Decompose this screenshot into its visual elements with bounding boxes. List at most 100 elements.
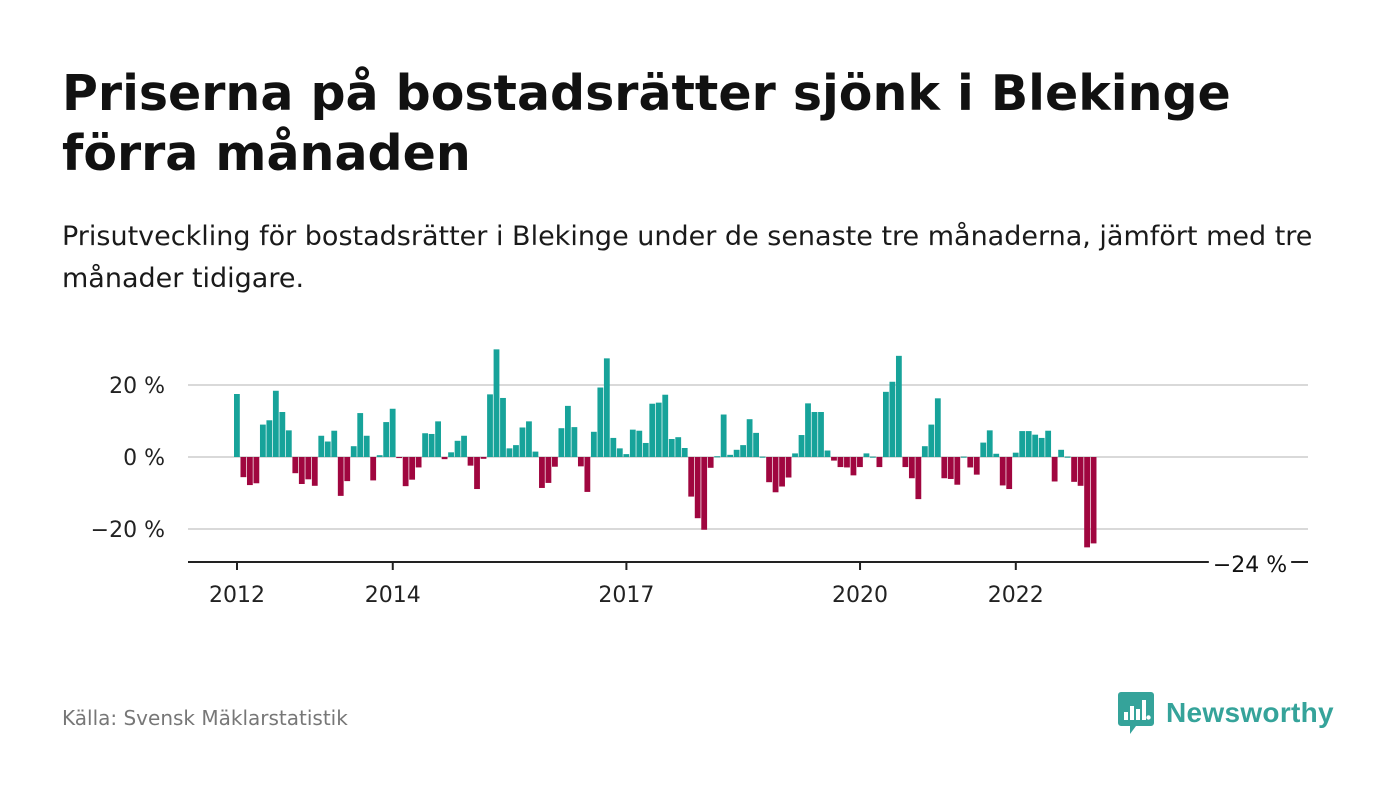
bar xyxy=(850,457,857,476)
bar xyxy=(811,412,818,457)
bar xyxy=(655,402,662,457)
bar xyxy=(493,349,500,457)
bar xyxy=(681,448,688,457)
bar xyxy=(1025,431,1032,457)
bar xyxy=(448,452,454,457)
bar xyxy=(1051,457,1058,482)
bar xyxy=(694,457,701,519)
bar xyxy=(590,431,597,457)
bar xyxy=(266,420,273,457)
bar xyxy=(1090,457,1097,544)
bar xyxy=(980,442,987,457)
bar xyxy=(824,450,831,457)
bar xyxy=(344,457,351,482)
bar xyxy=(727,454,734,457)
bar xyxy=(870,456,876,458)
bar xyxy=(480,457,487,459)
bar xyxy=(785,457,792,478)
bar xyxy=(357,413,364,457)
bar xyxy=(999,457,1006,486)
y-tick-label: 0 % xyxy=(123,446,165,471)
bar xyxy=(506,448,513,457)
bar-chart: 20 % 0 % −20 % 2012 2014 2017 2020 2022 −24 % xyxy=(91,349,1308,608)
bar xyxy=(597,387,604,457)
bar xyxy=(1084,457,1090,548)
bar xyxy=(805,403,811,457)
bar xyxy=(298,457,305,484)
bar xyxy=(422,433,429,457)
bar xyxy=(279,412,286,457)
bar xyxy=(623,454,630,457)
bar xyxy=(740,445,747,457)
bar xyxy=(954,457,961,485)
bar xyxy=(688,457,695,497)
bar xyxy=(895,355,902,457)
bar xyxy=(526,421,532,457)
chart-title: Priserna på bostadsrätter sjönk i Blekin… xyxy=(62,65,1231,182)
bar xyxy=(636,430,643,457)
x-tick-label: 2014 xyxy=(365,583,421,608)
bar xyxy=(967,457,974,468)
bar xyxy=(986,430,993,457)
bar xyxy=(733,449,740,457)
x-tick-label: 2022 xyxy=(988,583,1044,608)
bar xyxy=(409,457,416,480)
bar xyxy=(844,457,850,468)
bar xyxy=(714,456,721,458)
bar xyxy=(1038,437,1045,457)
bar xyxy=(629,429,636,457)
bar xyxy=(616,448,623,457)
bar xyxy=(240,457,247,478)
bar xyxy=(552,457,558,467)
bar xyxy=(921,446,928,457)
bar xyxy=(539,457,545,488)
bar xyxy=(1077,457,1084,486)
bar xyxy=(272,390,279,457)
bar xyxy=(363,435,370,457)
bar xyxy=(1045,430,1052,457)
x-tick-label: 2012 xyxy=(209,583,265,608)
bar xyxy=(577,457,584,467)
last-value-label: −24 % xyxy=(1213,553,1287,578)
bar xyxy=(831,457,837,461)
bar xyxy=(603,358,610,457)
bar xyxy=(396,457,403,459)
brand-name: Newsworthy xyxy=(1166,697,1334,728)
y-tick-label: −20 % xyxy=(91,518,165,543)
bar xyxy=(1012,452,1019,457)
source-note: Källa: Svensk Mäklarstatistik xyxy=(62,706,348,730)
bar xyxy=(610,437,617,457)
bar xyxy=(376,455,383,457)
bar xyxy=(461,435,467,457)
bar xyxy=(571,427,578,457)
bar xyxy=(947,457,954,479)
bar xyxy=(545,457,552,483)
bar xyxy=(746,419,753,457)
bar xyxy=(500,397,506,457)
bar xyxy=(772,457,779,493)
newsworthy-logo: Newsworthy xyxy=(1118,690,1334,736)
x-tick-label: 2020 xyxy=(832,583,888,608)
bar xyxy=(857,457,863,468)
bar xyxy=(428,433,435,457)
bar xyxy=(701,457,708,530)
bar xyxy=(246,457,253,486)
bar xyxy=(337,457,344,496)
bar xyxy=(973,457,980,475)
bar xyxy=(259,424,266,457)
bar xyxy=(941,457,948,479)
bar xyxy=(331,430,338,457)
bar xyxy=(253,457,260,484)
bar xyxy=(720,414,727,457)
bar xyxy=(435,421,441,457)
bar xyxy=(642,442,649,457)
bar xyxy=(1058,449,1065,457)
bar xyxy=(902,457,909,468)
bar xyxy=(487,394,493,457)
bar xyxy=(1006,457,1013,490)
bar xyxy=(883,391,889,457)
bar xyxy=(467,457,474,466)
bar xyxy=(350,446,357,457)
bar xyxy=(915,457,922,500)
bar xyxy=(837,457,844,468)
